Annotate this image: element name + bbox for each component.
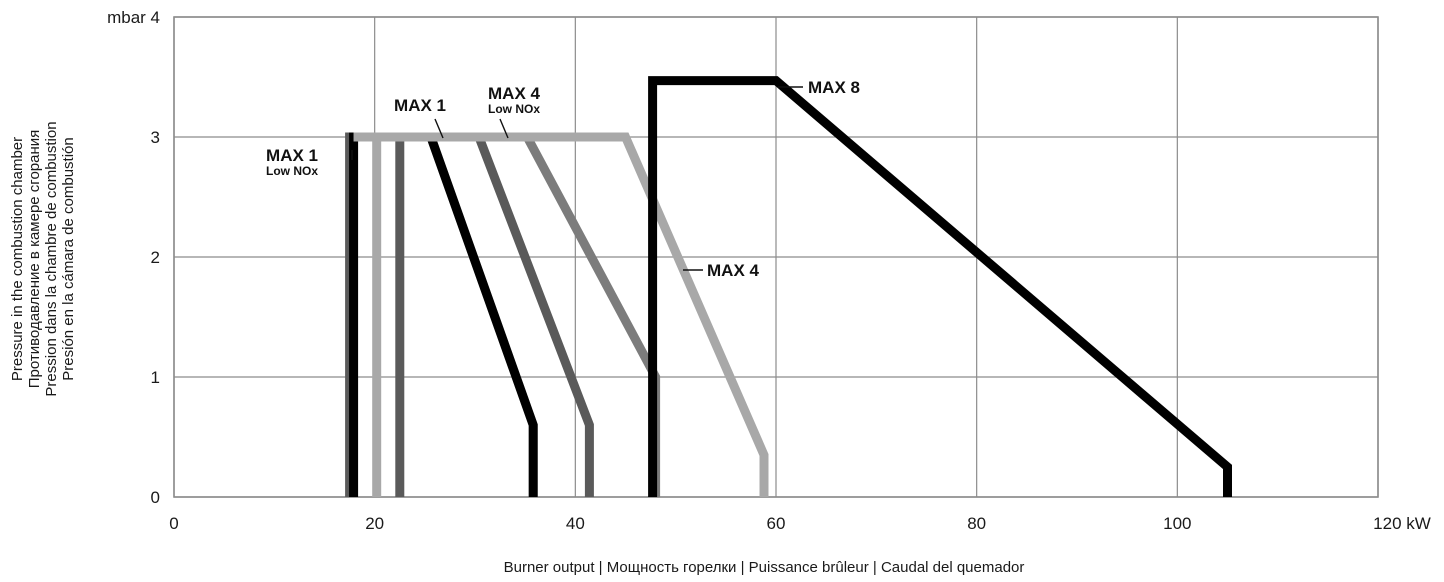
x-tick-label-4: 80 xyxy=(967,514,986,533)
x-axis-label: Burner output | Мощность горелки | Puiss… xyxy=(504,559,1025,576)
annotation-label-0: MAX 1 xyxy=(266,146,318,165)
x-tick-label-5: 100 xyxy=(1163,514,1191,533)
x-tick-label-2: 40 xyxy=(566,514,585,533)
x-tick-label-6: 120 kW xyxy=(1373,514,1431,533)
x-tick-label-1: 20 xyxy=(365,514,384,533)
plot-frame xyxy=(173,16,1379,498)
series-line-5 xyxy=(353,132,769,497)
y-tick-label-2: 2 xyxy=(151,248,160,267)
tick-labels: 0 20 40 60 80 100 120 kW 0 1 2 3 mbar 4 xyxy=(107,8,1431,533)
y-axis-label-line-1: Pressure in the combustion chamber xyxy=(9,137,26,381)
annotation-label-1: MAX 1 xyxy=(394,96,446,115)
annotation-sublabel-2: Low NOx xyxy=(488,102,540,116)
x-tick-label-0: 0 xyxy=(169,514,178,533)
y-axis-label-line-3: Pression dans la chambre de combustion xyxy=(43,121,60,396)
y-axis-label-line-4: Presión en la cámara de combustión xyxy=(60,137,77,380)
y-tick-label-1: 1 xyxy=(151,368,160,387)
y-axis-label: Pressure in the combustion chamber Проти… xyxy=(9,121,77,396)
x-tick-label-3: 60 xyxy=(767,514,786,533)
annotation-leaders xyxy=(351,86,803,271)
y-tick-label-3: 3 xyxy=(151,128,160,147)
annotation-label-3: MAX 4 xyxy=(707,261,760,280)
annotation-label-4: MAX 8 xyxy=(808,78,860,97)
series-line-6 xyxy=(648,76,1232,497)
annotation-sublabel-0: Low NOx xyxy=(266,164,318,178)
series-group xyxy=(345,76,1232,497)
y-axis-label-line-2: Противодавление в камере сгорания xyxy=(26,130,43,389)
y-tick-label-4: mbar 4 xyxy=(107,8,160,27)
annotation-leader-2 xyxy=(499,118,509,139)
annotation-leader-1 xyxy=(434,118,444,139)
annotation-label-2: MAX 4 xyxy=(488,84,541,103)
y-tick-label-0: 0 xyxy=(151,488,160,507)
